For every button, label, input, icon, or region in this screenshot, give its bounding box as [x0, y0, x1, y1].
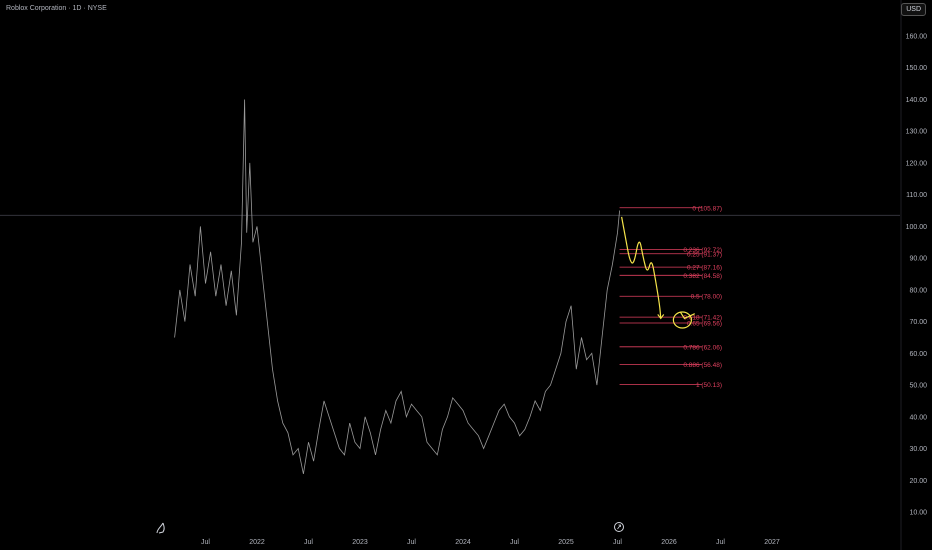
fib-level-label: 0.886 (56.48) [683, 362, 722, 369]
y-tick-label: 90.00 [909, 256, 927, 263]
fib-level-label: 0.786 (62.06) [683, 344, 722, 351]
dividend-icon[interactable] [156, 522, 165, 534]
symbol-title: Roblox Corporation · 1D · NYSE [6, 5, 107, 12]
x-tick-label: Jul [613, 539, 622, 546]
y-tick-label: 40.00 [909, 414, 927, 421]
currency-button[interactable]: USD [901, 3, 926, 16]
y-tick-label: 140.00 [906, 97, 928, 104]
y-tick-label: 20.00 [909, 478, 927, 485]
earnings-icon[interactable] [614, 522, 624, 532]
y-tick-label: 150.00 [906, 65, 928, 72]
fib-level-label: 0 (105.87) [692, 205, 722, 212]
x-tick-label: 2027 [764, 539, 780, 546]
y-tick-label: 60.00 [909, 351, 927, 358]
y-tick-label: 30.00 [909, 446, 927, 453]
y-tick-label: 50.00 [909, 383, 927, 390]
projection-arrowhead [657, 314, 665, 320]
target-check-mark [679, 311, 696, 320]
time-axis[interactable]: Jul 2022 Jul 2023 Jul 2024 Jul 2025 Jul 2026 Jul 20… [201, 539, 780, 546]
fib-retracement[interactable]: 0 (105.87) 0.236 (92.72)0.25 (91.37) 0.27 … [619, 205, 722, 389]
fib-level-label: 0.5 (78.00) [691, 294, 722, 301]
y-tick-label: 110.00 [906, 192, 927, 199]
hand-drawn-projection[interactable] [621, 216, 696, 329]
y-tick-label: 80.00 [909, 287, 927, 294]
y-tick-label: 160.00 [906, 34, 928, 41]
x-tick-label: 2025 [558, 539, 574, 546]
x-tick-label: 2023 [352, 539, 368, 546]
y-tick-label: 100.00 [906, 224, 928, 231]
y-tick-label: 120.00 [906, 160, 928, 167]
projection-path [621, 216, 662, 319]
fib-level-label: 0.618 (71.42) [683, 315, 722, 322]
target-circle [672, 311, 692, 329]
fib-level-label: 0.65 (69.56) [687, 320, 722, 327]
x-tick-label: 2024 [455, 539, 471, 546]
fib-level-label: 0.27 (87.16) [687, 265, 722, 272]
x-tick-label: Jul [201, 539, 210, 546]
x-tick-label: Jul [407, 539, 416, 546]
fib-level-label: 1 (50.13) [696, 382, 722, 389]
x-tick-label: Jul [304, 539, 313, 546]
fib-level-label: 0.25 (91.37) [687, 251, 722, 258]
x-tick-label: Jul [716, 539, 725, 546]
x-tick-label: Jul [510, 539, 519, 546]
x-tick-label: 2022 [249, 539, 265, 546]
y-tick-label: 130.00 [906, 129, 928, 136]
y-tick-label: 10.00 [909, 510, 927, 517]
price-axis[interactable]: 10.00 20.00 30.00 40.00 50.00 60.00 70.00 80.00… [906, 34, 928, 517]
price-series-line [174, 99, 620, 474]
fib-level-label: 0.382 (84.58) [683, 273, 722, 280]
y-tick-label: 70.00 [909, 319, 927, 326]
fib-level-label: 0.236 (92.72) [683, 247, 722, 254]
x-tick-label: 2026 [661, 539, 677, 546]
